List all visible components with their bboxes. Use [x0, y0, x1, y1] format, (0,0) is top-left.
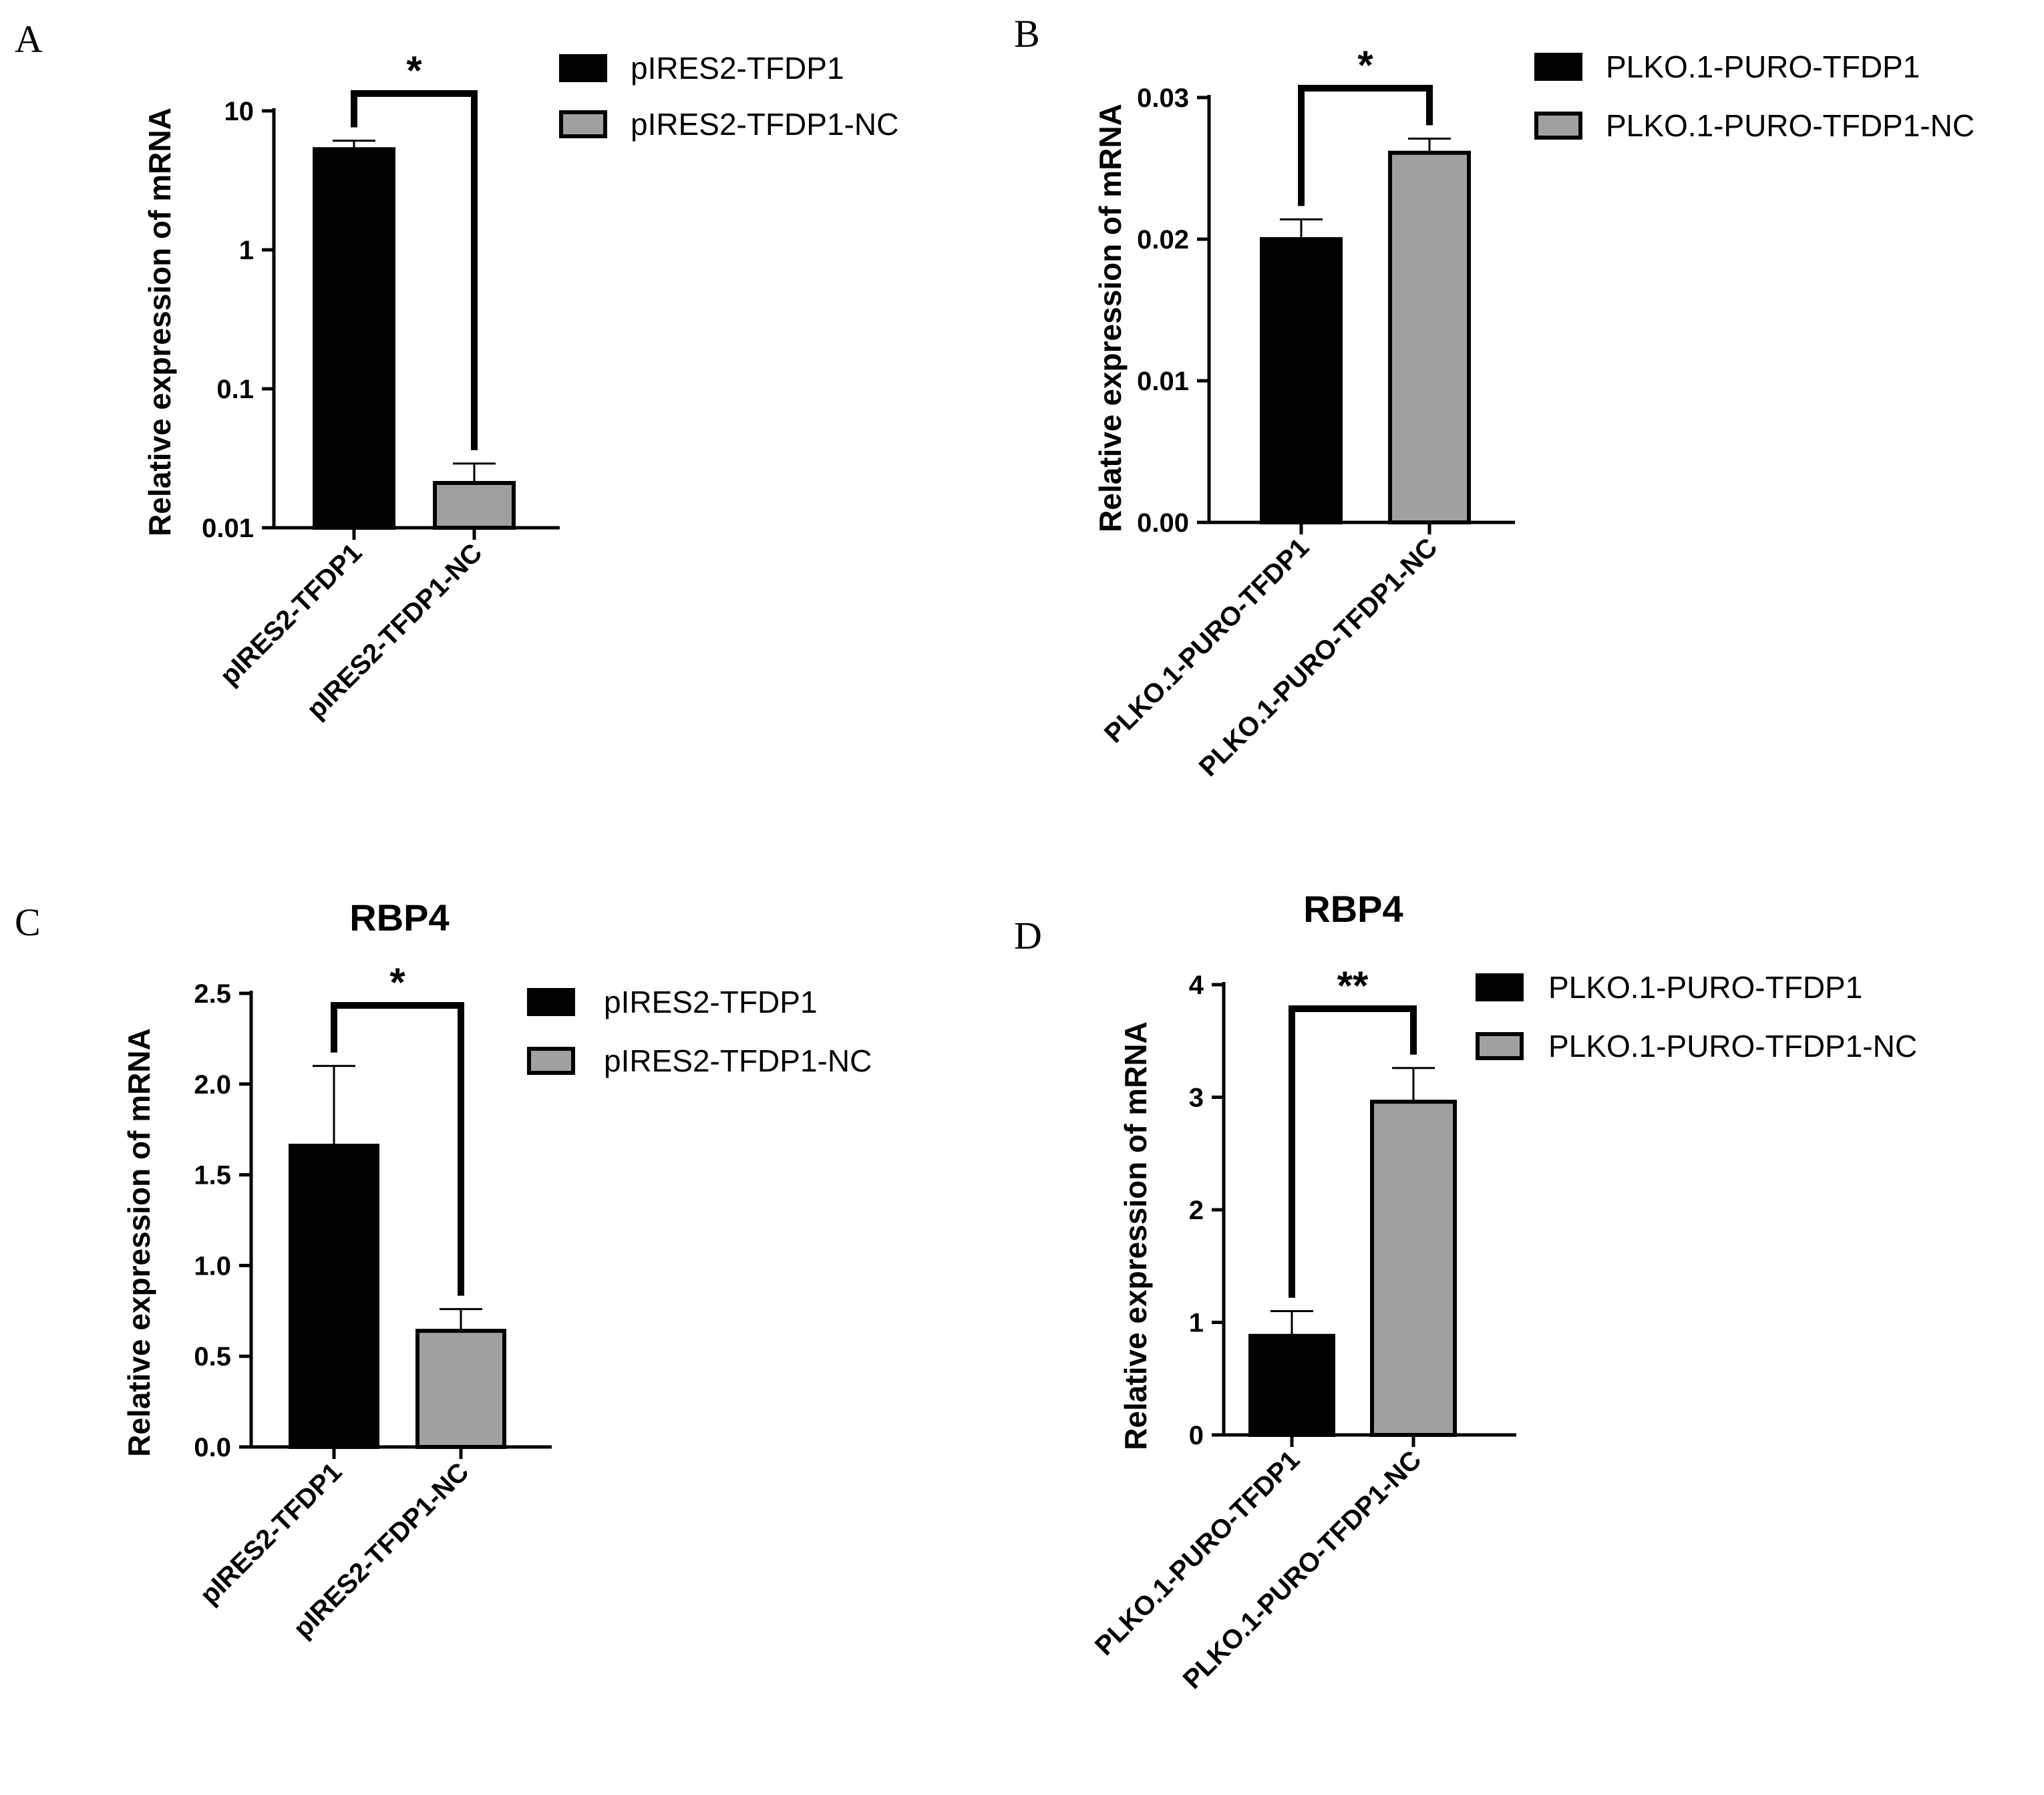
legend-swatch-series-a: [559, 54, 607, 82]
chart-title: RBP4: [349, 896, 449, 939]
legend-swatch-series-a: [527, 988, 575, 1016]
panel-d: D RBP4 Relative expression of mRNA PLKO.…: [1014, 888, 1917, 1695]
legend-label-series-a: PLKO.1-PURO-TFDP1: [1606, 49, 1920, 84]
x-category-label: PLKO.1-PURO-TFDP1: [1099, 532, 1315, 748]
legend-label-series-b: pIRES2-TFDP1-NC: [604, 1043, 872, 1078]
x-category-label: PLKO.1-PURO-TFDP1-NC: [1194, 532, 1443, 782]
bar-series-b: [433, 480, 516, 530]
y-tick-label: 0.0: [194, 1433, 231, 1462]
y-tick-label: 4: [1189, 971, 1204, 1000]
y-axis-label: Relative expression of mRNA: [1093, 104, 1128, 532]
legend-swatch-series-b: [559, 110, 607, 138]
x-category-label: PLKO.1-PURO-TFDP1: [1089, 1445, 1305, 1661]
legend-label-series-a: pIRES2-TFDP1: [604, 985, 818, 1019]
legend: PLKO.1-PURO-TFDP1 PLKO.1-PURO-TFDP1-NC: [1476, 970, 1917, 1064]
legend-swatch-series-a: [1476, 973, 1524, 1001]
chart-title: RBP4: [1303, 888, 1403, 930]
panel-c: C RBP4 Relative expression of mRNA pIRES…: [15, 896, 872, 1644]
y-tick-label: 0.5: [194, 1342, 231, 1371]
panel-label: B: [1014, 12, 1040, 55]
y-tick-label: 0.03: [1137, 84, 1189, 113]
legend-swatch-series-a: [1534, 53, 1582, 81]
y-tick-label: 1: [1189, 1309, 1204, 1338]
y-tick-label: 10: [224, 97, 254, 126]
bar-series-b: [1370, 1100, 1457, 1437]
significance-label: *: [406, 48, 422, 93]
y-tick-label: 0.02: [1137, 225, 1189, 255]
bar-series-a: [1260, 237, 1343, 524]
legend-swatch-series-b: [1534, 112, 1582, 140]
y-axis-label: Relative expression of mRNA: [122, 1028, 156, 1457]
legend-swatch-series-b: [527, 1047, 575, 1075]
panel-b: B Relative expression of mRNA PLKO.1-PUR…: [1014, 12, 1975, 782]
legend: pIRES2-TFDP1 pIRES2-TFDP1-NC: [527, 985, 872, 1078]
legend-label-series-b: PLKO.1-PURO-TFDP1-NC: [1606, 108, 1975, 143]
y-tick-label: 1.0: [194, 1251, 231, 1281]
legend: pIRES2-TFDP1 pIRES2-TFDP1-NC: [559, 51, 898, 142]
significance-label: **: [1337, 963, 1369, 1008]
y-axis-label: Relative expression of mRNA: [142, 108, 177, 536]
legend-label-series-b: PLKO.1-PURO-TFDP1-NC: [1548, 1029, 1917, 1064]
significance-bracket: [331, 1002, 464, 1296]
y-tick-label: 2: [1189, 1196, 1204, 1225]
y-tick-label: 0.01: [1137, 367, 1189, 396]
y-tick-label: 0.01: [202, 514, 254, 543]
x-category-label: PLKO.1-PURO-TFDP1-NC: [1178, 1445, 1427, 1695]
significance-bracket: [351, 90, 478, 450]
y-tick-label: 0: [1189, 1421, 1204, 1450]
bar-series-b: [1388, 150, 1471, 524]
y-tick-label: 0.1: [216, 375, 254, 404]
y-tick-label: 2.0: [194, 1070, 231, 1100]
significance-bracket: [1289, 1005, 1417, 1298]
panel-label: A: [15, 17, 43, 61]
y-tick-label: 1.5: [194, 1161, 231, 1190]
bar-series-b: [415, 1329, 506, 1450]
panel-label: D: [1014, 914, 1042, 957]
y-tick-label: 2.5: [194, 979, 231, 1009]
bar-series-a: [313, 147, 395, 530]
y-tick-label: 1: [239, 236, 254, 265]
legend-label-series-a: PLKO.1-PURO-TFDP1: [1548, 970, 1862, 1005]
bar-series-a: [1248, 1333, 1335, 1437]
bar-series-a: [289, 1144, 379, 1450]
significance-label: *: [1357, 43, 1373, 88]
legend-swatch-series-b: [1476, 1032, 1524, 1060]
panel-a: A Relative expression of mRNA pIRES2-TFD…: [15, 17, 898, 725]
legend-label-series-b: pIRES2-TFDP1-NC: [631, 107, 898, 142]
y-axis-label: Relative expression of mRNA: [1118, 1021, 1153, 1450]
legend: PLKO.1-PURO-TFDP1 PLKO.1-PURO-TFDP1-NC: [1534, 49, 1975, 143]
y-tick-label: 0.00: [1137, 508, 1189, 538]
legend-label-series-a: pIRES2-TFDP1: [631, 51, 844, 86]
significance-label: *: [389, 960, 405, 1005]
panel-label: C: [15, 901, 41, 944]
y-tick-label: 3: [1189, 1084, 1204, 1113]
significance-bracket: [1298, 85, 1433, 206]
